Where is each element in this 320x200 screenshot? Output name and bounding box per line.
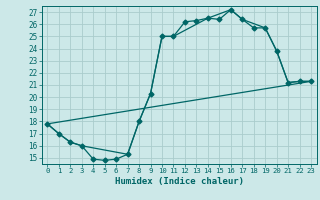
X-axis label: Humidex (Indice chaleur): Humidex (Indice chaleur) bbox=[115, 177, 244, 186]
